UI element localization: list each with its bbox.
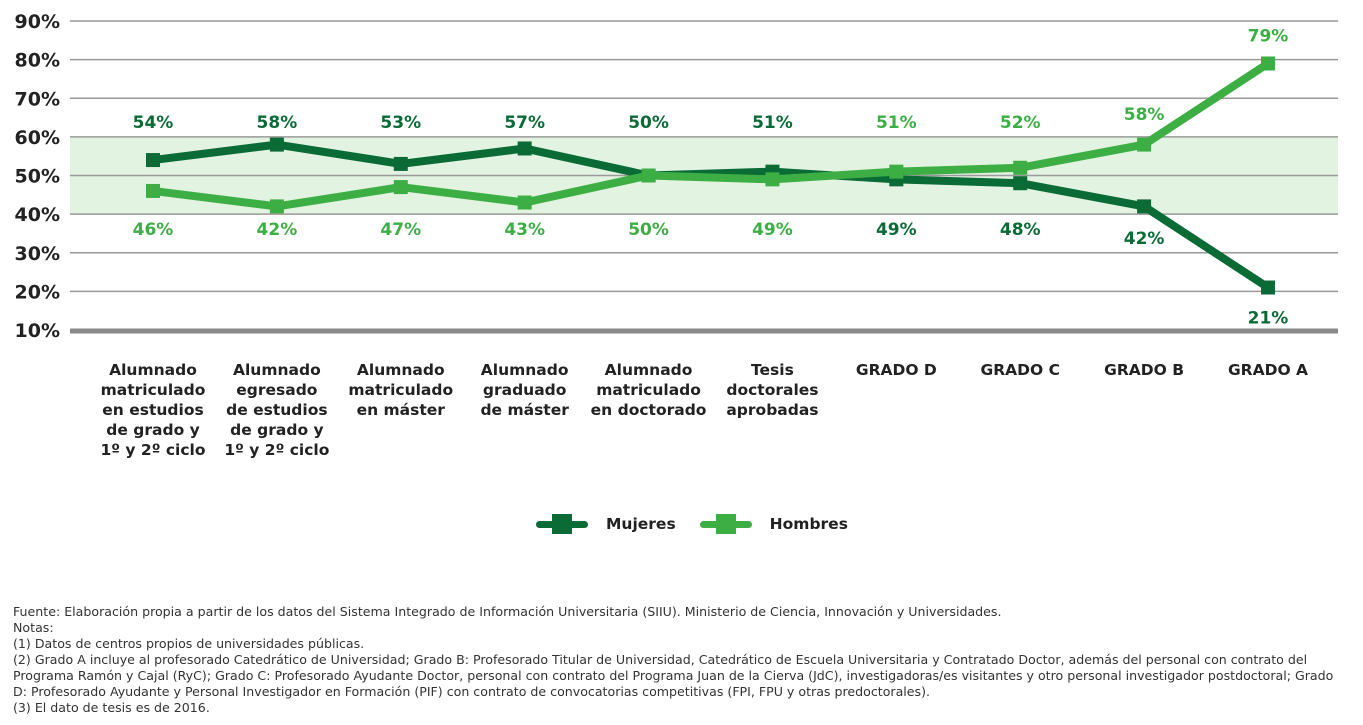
y-tick-label: 20% (15, 281, 60, 303)
legend-swatch-hombres (699, 513, 752, 535)
data-label-hombres: 46% (133, 220, 174, 240)
data-point-hombres (889, 164, 904, 179)
data-label-hombres: 42% (257, 220, 298, 240)
data-label-mujeres: 51% (752, 113, 793, 133)
y-tick-label: 90% (15, 11, 60, 33)
data-point-hombres (146, 183, 160, 198)
legend-item-hombres: Hombres (699, 513, 848, 535)
y-tick-label: 30% (15, 243, 60, 265)
data-label-hombres: 50% (628, 220, 669, 240)
series-line-hombres (149, 59, 1272, 211)
data-labels: 54% 46% 58% 42% 53% 47% 57% 43% 50% 50% 51% 49% 49% 5… (133, 26, 1289, 328)
x-category-label: GRADO D (855, 361, 937, 379)
legend-item-mujeres: Mujeres (536, 513, 676, 535)
legend-swatch-mujeres (536, 513, 588, 535)
x-category-label: GRADO A (1227, 361, 1309, 379)
source-note: Fuente: Elaboración propia a partir de l… (13, 604, 1002, 619)
y-axis: 10% 20% 30% 40% 50% 60% 70% 80% 90% (15, 11, 60, 342)
y-tick-label: 80% (15, 50, 60, 72)
x-category-label: Alumnado egresado de estudios de grado y 1º … (224, 361, 330, 459)
y-tick-label: 40% (15, 204, 60, 226)
data-point-hombres (1261, 56, 1275, 71)
data-label-hombres: 58% (1124, 105, 1165, 125)
gridlines (70, 20, 1338, 334)
series-lines (146, 56, 1275, 295)
data-point-mujeres (269, 137, 284, 152)
note-3: (3) El dato de tesis es de 2016. (13, 700, 210, 715)
data-point-hombres (765, 172, 780, 187)
footnotes: Fuente: Elaboración propia a partir de l… (13, 604, 1343, 716)
data-label-mujeres: 57% (504, 113, 545, 133)
note-1: (1) Datos de centros propios de universi… (13, 636, 365, 651)
data-point-hombres (641, 168, 656, 183)
y-tick-label: 60% (15, 127, 60, 149)
y-tick-label: 50% (15, 166, 60, 188)
data-label-mujeres: 42% (1124, 229, 1165, 249)
data-point-mujeres (393, 156, 408, 171)
data-point-hombres (1013, 160, 1028, 175)
data-label-hombres: 79% (1248, 26, 1289, 46)
data-label-mujeres: 50% (628, 113, 669, 133)
data-label-hombres: 43% (504, 220, 545, 240)
data-label-hombres: 47% (380, 220, 421, 240)
data-point-mujeres (517, 141, 532, 156)
x-category-label: GRADO B (1104, 361, 1185, 379)
notes-heading: Notas: (13, 620, 54, 635)
data-label-mujeres: 58% (257, 113, 298, 133)
data-label-hombres: 52% (1000, 113, 1041, 133)
x-category-label: Alumnado matriculado en estudios de grado y… (100, 361, 206, 459)
data-label-mujeres: 53% (380, 113, 421, 133)
note-2: (2) Grado A incluye al profesorado Cated… (13, 652, 1334, 699)
data-point-mujeres (1137, 199, 1152, 214)
data-point-hombres (393, 180, 408, 195)
data-point-mujeres (146, 153, 160, 168)
data-point-hombres (269, 199, 284, 214)
data-label-mujeres: 21% (1248, 309, 1289, 329)
data-label-mujeres: 48% (1000, 220, 1041, 240)
x-category-label: Tesis doctorales aprobadas (726, 361, 819, 419)
data-point-hombres (517, 195, 532, 210)
x-category-label: Alumnado graduado de máster (480, 361, 569, 419)
data-point-mujeres (1261, 280, 1275, 295)
y-tick-label: 70% (15, 88, 60, 110)
legend-label-hombres: Hombres (769, 515, 848, 533)
data-label-mujeres: 49% (876, 220, 917, 240)
data-point-mujeres (1013, 176, 1028, 191)
y-tick-label: 10% (15, 320, 60, 342)
data-label-hombres: 49% (752, 220, 793, 240)
x-category-label: Alumnado matriculado en doctorado (590, 361, 707, 419)
x-category-label: GRADO C (980, 361, 1060, 379)
x-category-label: Alumnado matriculado en máster (348, 361, 454, 419)
line-chart: 10% 20% 30% 40% 50% 60% 70% 80% 90% 54% 46% 58% 42%… (15, 11, 1338, 342)
data-point-hombres (1137, 137, 1152, 152)
data-label-hombres: 51% (876, 113, 917, 133)
data-label-mujeres: 54% (133, 113, 174, 133)
legend: Mujeres Hombres (536, 513, 872, 535)
legend-label-mujeres: Mujeres (606, 515, 676, 533)
